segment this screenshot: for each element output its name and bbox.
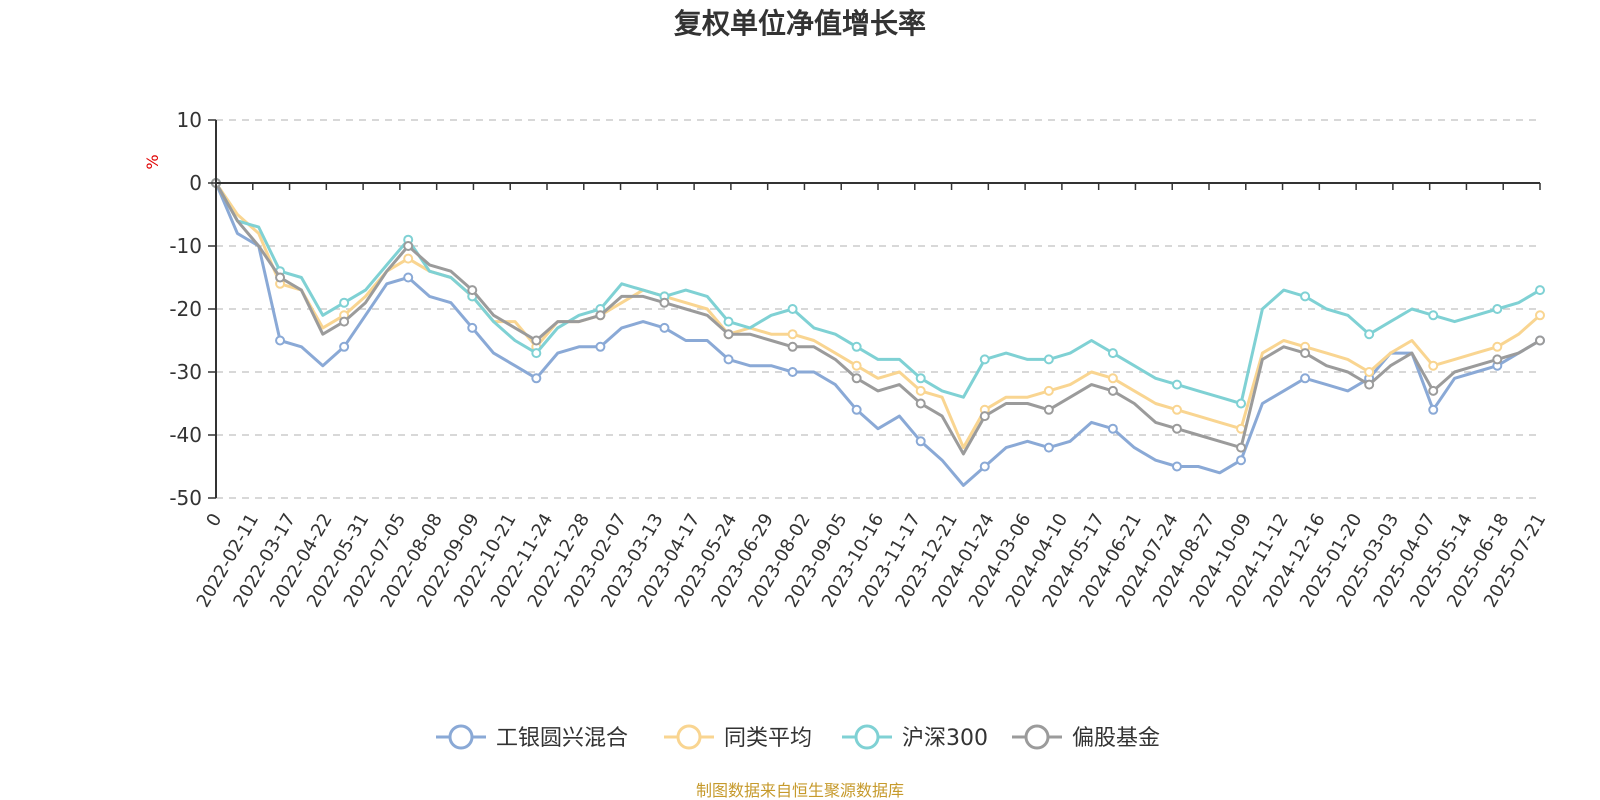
y-tick-label: 0 bbox=[189, 171, 202, 195]
y-tick-label: -50 bbox=[169, 486, 202, 510]
y-axis-unit: % bbox=[143, 154, 162, 169]
series-point bbox=[787, 367, 798, 377]
legend-marker bbox=[854, 724, 880, 750]
series-point bbox=[1043, 404, 1054, 415]
series-point bbox=[1171, 461, 1182, 472]
legend-marker bbox=[1024, 724, 1050, 750]
legend: 工银圆兴混合 同类平均 沪深300 偏股基金 bbox=[436, 724, 1160, 751]
series-point bbox=[1364, 367, 1375, 377]
series-point bbox=[1300, 373, 1311, 384]
series-point bbox=[1535, 310, 1545, 321]
series-point bbox=[339, 341, 350, 352]
series-point bbox=[979, 461, 990, 472]
series-point bbox=[1236, 455, 1247, 466]
series-point bbox=[787, 341, 798, 352]
series-point bbox=[1428, 310, 1439, 321]
series-point bbox=[1107, 423, 1118, 434]
series-point bbox=[851, 404, 862, 415]
legend-label: 同类平均 bbox=[724, 726, 812, 751]
series-point bbox=[403, 253, 414, 264]
series-point bbox=[979, 354, 990, 365]
series-line bbox=[214, 182, 1541, 456]
series-point bbox=[1535, 335, 1545, 346]
series-point bbox=[1107, 385, 1118, 396]
x-tick-label: 0 bbox=[202, 510, 226, 530]
series-point bbox=[1492, 354, 1503, 365]
series-point bbox=[659, 322, 670, 333]
series-point bbox=[659, 297, 670, 308]
series-point bbox=[723, 316, 734, 327]
series-point bbox=[851, 341, 862, 352]
series-point bbox=[1171, 423, 1182, 434]
chart-title: 复权单位净值增长率 bbox=[674, 7, 926, 40]
series-point bbox=[851, 373, 862, 384]
series-line bbox=[214, 182, 1541, 487]
series-point bbox=[339, 316, 350, 327]
series-point bbox=[915, 373, 926, 384]
series-point bbox=[1364, 379, 1375, 390]
series-point bbox=[1171, 404, 1182, 415]
y-tick-label: -40 bbox=[169, 423, 202, 447]
series-point bbox=[1492, 341, 1503, 352]
series-point bbox=[1364, 329, 1375, 340]
series-point bbox=[1171, 379, 1182, 390]
series-point bbox=[403, 241, 414, 251]
series-point bbox=[1535, 285, 1545, 296]
series-point bbox=[531, 373, 542, 384]
series-point bbox=[915, 436, 926, 447]
y-tick-label: -30 bbox=[169, 360, 202, 384]
series-point bbox=[1236, 398, 1247, 409]
series-point bbox=[1428, 385, 1439, 396]
series-point bbox=[595, 310, 606, 321]
legend-label: 偏股基金 bbox=[1072, 726, 1160, 751]
series-point bbox=[403, 272, 414, 283]
series-line bbox=[214, 182, 1541, 450]
series-point bbox=[1300, 348, 1311, 359]
series-lines bbox=[211, 178, 1545, 487]
series-line bbox=[214, 182, 1541, 405]
legend-label: 工银圆兴混合 bbox=[496, 726, 628, 751]
series-point bbox=[531, 348, 542, 359]
series-point bbox=[723, 329, 734, 340]
series-point bbox=[1428, 404, 1439, 415]
source-note: 制图数据来自恒生聚源数据库 bbox=[696, 781, 904, 800]
series-point bbox=[1300, 291, 1311, 302]
series-point bbox=[531, 335, 542, 346]
series-point bbox=[275, 335, 286, 346]
series-point bbox=[723, 354, 734, 365]
series-point bbox=[979, 411, 990, 422]
series-point bbox=[1107, 373, 1118, 384]
series-point bbox=[1107, 348, 1118, 359]
y-tick-label: 10 bbox=[177, 108, 202, 132]
series-point bbox=[1428, 360, 1439, 371]
grid-lines bbox=[216, 119, 1540, 499]
series-point bbox=[1492, 304, 1503, 314]
legend-label: 沪深300 bbox=[902, 726, 988, 751]
series-point bbox=[339, 297, 350, 308]
series-point bbox=[1043, 442, 1054, 453]
y-tick-label: -20 bbox=[169, 297, 202, 321]
legend-marker bbox=[448, 724, 474, 750]
series-point bbox=[915, 398, 926, 409]
legend-marker bbox=[676, 724, 702, 750]
series-point bbox=[467, 322, 478, 333]
series-point bbox=[467, 285, 478, 296]
series-point bbox=[787, 329, 798, 340]
series-point bbox=[787, 304, 798, 314]
series-point bbox=[1043, 385, 1054, 396]
series-point bbox=[1236, 442, 1247, 453]
series-point bbox=[851, 360, 862, 371]
y-tick-label: -10 bbox=[169, 234, 202, 258]
series-point bbox=[275, 272, 286, 283]
series-point bbox=[915, 385, 926, 396]
series-point bbox=[1043, 354, 1054, 365]
series-point bbox=[595, 341, 606, 352]
